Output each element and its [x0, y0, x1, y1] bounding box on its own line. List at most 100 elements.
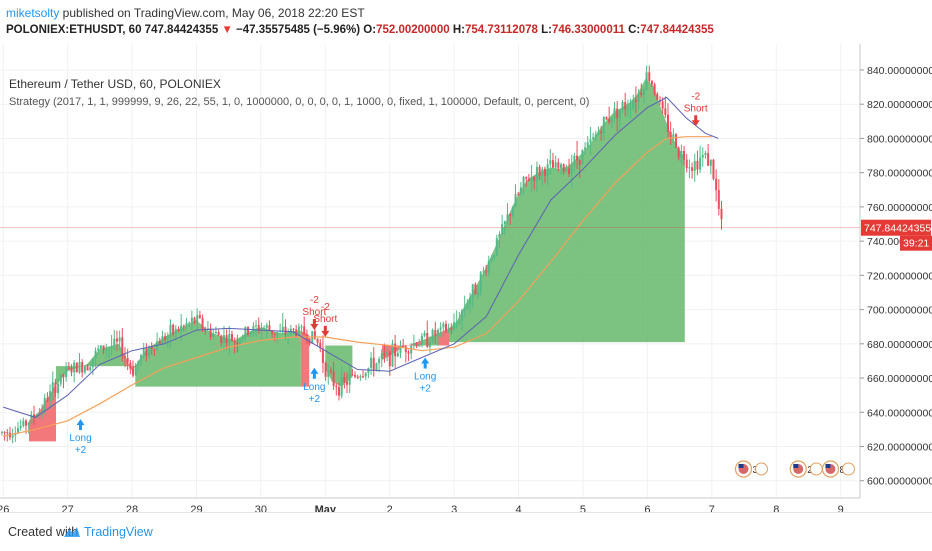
candle-body[interactable] [669, 131, 672, 137]
candle-body[interactable] [450, 327, 453, 330]
candle-body[interactable] [661, 101, 664, 109]
candle-body[interactable] [332, 371, 335, 386]
candle-body[interactable] [626, 108, 629, 110]
candle-body[interactable] [6, 432, 9, 434]
candle-body[interactable] [618, 109, 621, 119]
candle-body[interactable] [487, 260, 490, 273]
candle-body[interactable] [303, 326, 306, 335]
candle-body[interactable] [273, 333, 276, 335]
candle-body[interactable] [83, 366, 86, 373]
candle-body[interactable] [546, 164, 549, 176]
candle-body[interactable] [94, 350, 97, 359]
candle-body[interactable] [656, 93, 659, 100]
candle-body[interactable] [704, 153, 707, 156]
candle-body[interactable] [680, 151, 683, 158]
candle-body[interactable] [586, 142, 589, 148]
candle-body[interactable] [263, 327, 266, 329]
candle-body[interactable] [113, 338, 116, 346]
candle-body[interactable] [600, 131, 603, 134]
candle-body[interactable] [321, 348, 324, 363]
candle-body[interactable] [43, 398, 46, 411]
candle-body[interactable] [576, 155, 579, 161]
candle-body[interactable] [640, 92, 643, 96]
candle-body[interactable] [420, 335, 423, 345]
candle-body[interactable] [535, 166, 538, 181]
candle-body[interactable] [209, 328, 212, 338]
candle-body[interactable] [110, 345, 113, 348]
candle-body[interactable] [514, 194, 517, 208]
candle-body[interactable] [337, 387, 340, 396]
candle-body[interactable] [340, 377, 343, 396]
candle-body[interactable] [153, 349, 156, 351]
candle-body[interactable] [67, 367, 70, 369]
candle-body[interactable] [30, 414, 33, 423]
candle-body[interactable] [501, 224, 504, 235]
candle-body[interactable] [685, 159, 688, 168]
candle-body[interactable] [81, 362, 84, 373]
candle-body[interactable] [214, 331, 217, 334]
candle-body[interactable] [498, 234, 501, 239]
candle-body[interactable] [503, 221, 506, 225]
candle-body[interactable] [161, 336, 164, 344]
candle-body[interactable] [351, 374, 354, 376]
candle-body[interactable] [581, 150, 584, 165]
candle-body[interactable] [97, 348, 100, 351]
candle-body[interactable] [225, 335, 228, 343]
candle-body[interactable] [386, 352, 389, 355]
candle-body[interactable] [568, 168, 571, 175]
candle-body[interactable] [551, 160, 554, 168]
candle-body[interactable] [142, 347, 145, 356]
candle-body[interactable] [431, 330, 434, 342]
candle-body[interactable] [70, 368, 73, 373]
candle-body[interactable] [255, 325, 258, 327]
candle-body[interactable] [683, 151, 686, 160]
candle-body[interactable] [664, 108, 667, 115]
candle-body[interactable] [594, 134, 597, 138]
candle-body[interactable] [236, 342, 239, 345]
candle-body[interactable] [637, 92, 640, 103]
candle-body[interactable] [233, 340, 236, 343]
candle-body[interactable] [158, 341, 161, 344]
candle-body[interactable] [118, 337, 121, 342]
candle-body[interactable] [712, 159, 715, 179]
candle-body[interactable] [471, 284, 474, 298]
candle-body[interactable] [260, 327, 263, 332]
candle-body[interactable] [230, 333, 233, 341]
candle-body[interactable] [570, 165, 573, 175]
candle-body[interactable] [453, 322, 456, 330]
candle-body[interactable] [632, 99, 635, 109]
candle-body[interactable] [645, 72, 648, 90]
candle-body[interactable] [629, 108, 632, 110]
candle-body[interactable] [129, 362, 132, 369]
candle-body[interactable] [653, 84, 656, 94]
candle-body[interactable] [699, 157, 702, 170]
candle-body[interactable] [177, 328, 180, 332]
symbol-label[interactable]: POLONIEX:ETHUSDT, 60 [6, 24, 142, 36]
candle-body[interactable] [247, 327, 250, 335]
candle-body[interactable] [300, 326, 303, 328]
candle-body[interactable] [305, 334, 308, 339]
candle-body[interactable] [198, 315, 201, 319]
candle-body[interactable] [134, 365, 137, 376]
candle-body[interactable] [359, 376, 362, 378]
candle-body[interactable] [610, 118, 613, 123]
candle-body[interactable] [123, 356, 126, 358]
candle-body[interactable] [613, 108, 616, 119]
candle-body[interactable] [696, 160, 699, 170]
economic-events[interactable]: 328 [734, 460, 855, 478]
candle-body[interactable] [287, 333, 290, 335]
candle-body[interactable] [22, 420, 25, 426]
candle-body[interactable] [132, 368, 135, 376]
candle-body[interactable] [495, 238, 498, 256]
candle-body[interactable] [228, 333, 231, 343]
candle-body[interactable] [25, 420, 28, 426]
candle-body[interactable] [126, 357, 129, 363]
candle-body[interactable] [677, 147, 680, 158]
candle-body[interactable] [396, 352, 399, 357]
candle-body[interactable] [442, 323, 445, 328]
candle-body[interactable] [394, 343, 397, 357]
candle-body[interactable] [327, 370, 330, 377]
candle-body[interactable] [482, 271, 485, 273]
candle-body[interactable] [73, 362, 76, 373]
candle-body[interactable] [257, 325, 260, 332]
